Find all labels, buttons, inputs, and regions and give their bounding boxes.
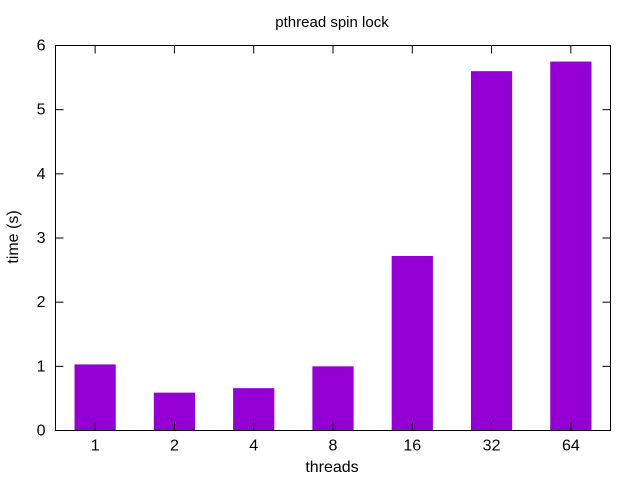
y-ticks-group: 0 1 2 3 4 5 6 bbox=[37, 38, 611, 440]
plot-frame bbox=[55, 45, 611, 431]
y-axis-label: time (s) bbox=[5, 210, 22, 263]
y-tick-label: 6 bbox=[37, 38, 46, 55]
bar-32 bbox=[470, 71, 513, 431]
x-tick-label: 2 bbox=[170, 438, 179, 455]
x-tick-label: 8 bbox=[329, 438, 338, 455]
x-tick-label: 16 bbox=[403, 438, 421, 455]
x-tick-label: 4 bbox=[249, 438, 258, 455]
bar-64 bbox=[550, 61, 592, 431]
y-tick-label: 1 bbox=[37, 358, 46, 375]
x-tick-label: 1 bbox=[91, 438, 100, 455]
x-ticks-group: 1 2 4 8 16 32 64 bbox=[91, 45, 580, 455]
x-tick-label: 64 bbox=[562, 438, 580, 455]
bar-1 bbox=[74, 364, 116, 431]
bar-8 bbox=[312, 366, 354, 431]
y-tick-label: 4 bbox=[37, 166, 46, 183]
y-tick-label: 5 bbox=[37, 102, 46, 119]
bar-16 bbox=[391, 255, 433, 431]
bars-group bbox=[74, 61, 592, 431]
y-tick-label: 2 bbox=[37, 294, 46, 311]
x-axis-label: threads bbox=[305, 459, 358, 476]
x-tick-label: 32 bbox=[483, 438, 501, 455]
chart-title: pthread spin lock bbox=[275, 14, 389, 31]
y-tick-label: 3 bbox=[37, 230, 46, 247]
y-tick-label: 0 bbox=[37, 423, 46, 440]
